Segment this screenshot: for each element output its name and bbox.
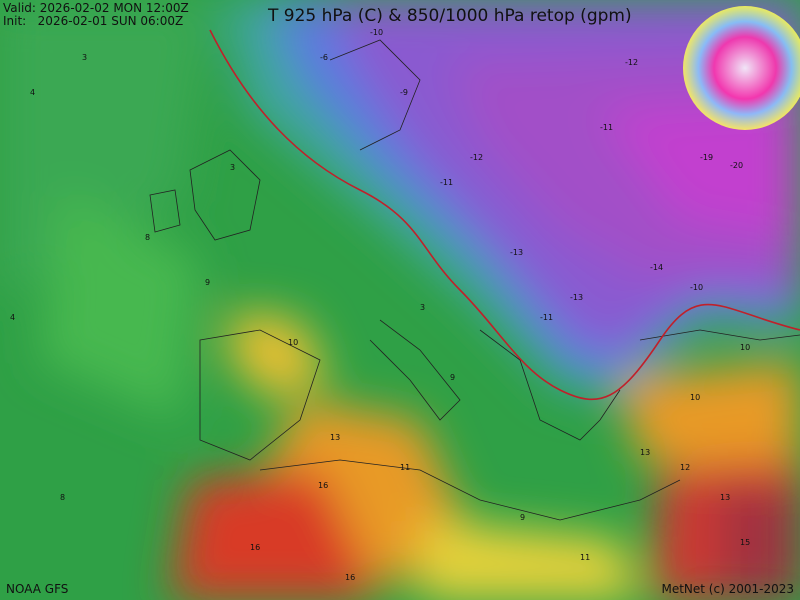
- temperature-label: -12: [470, 153, 483, 162]
- color-wheel: [683, 6, 800, 130]
- temperature-label: -10: [690, 283, 703, 292]
- temperature-label: -11: [440, 178, 453, 187]
- temperature-label: -19: [700, 153, 713, 162]
- temperature-label: 9: [450, 373, 455, 382]
- coastlines: [149, 39, 800, 521]
- temperature-label: 13: [720, 493, 730, 502]
- temperature-label: 10: [740, 343, 750, 352]
- temperature-label: 8: [145, 233, 150, 242]
- temperature-label: 4: [10, 313, 15, 322]
- temperature-label: 3: [82, 53, 87, 62]
- temperature-label: -10: [370, 28, 383, 37]
- source: NOAA GFS: [6, 582, 69, 596]
- temperature-label: 11: [400, 463, 410, 472]
- temperature-label: 15: [740, 538, 750, 547]
- credit: MetNet (c) 2001-2023: [661, 582, 794, 596]
- temperature-label: 9: [205, 278, 210, 287]
- temperature-label: 9: [520, 513, 525, 522]
- temperature-label: 11: [580, 553, 590, 562]
- temperature-label: -6: [320, 53, 328, 62]
- map-title: T 925 hPa (C) & 850/1000 hPa retop (gpm): [268, 6, 632, 26]
- temperature-label: -13: [510, 248, 523, 257]
- temperature-label: 8: [60, 493, 65, 502]
- temperature-label: 10: [690, 393, 700, 402]
- temperature-label: 3: [230, 163, 235, 172]
- temperature-label: -11: [540, 313, 553, 322]
- temperature-label: 3: [420, 303, 425, 312]
- temperature-label: -13: [570, 293, 583, 302]
- temperature-label: 4: [30, 88, 35, 97]
- temperature-label: 10: [288, 338, 298, 347]
- temperature-labels: 3 4 8 9 8 4 10 13 16 16 16 3 -6 -10 -9 -11 -12 -11 -12 -19 -…: [10, 28, 750, 582]
- freezing-line: [209, 29, 800, 401]
- temperature-label: 13: [330, 433, 340, 442]
- temperature-label: 16: [345, 573, 355, 582]
- temperature-label: -9: [400, 88, 408, 97]
- temperature-label: 12: [680, 463, 690, 472]
- temperature-label: -20: [730, 161, 743, 170]
- temperature-label: 16: [318, 481, 328, 490]
- temperature-label: 13: [640, 448, 650, 457]
- valid-time: Valid: 2026-02-02 MON 12:00Z: [3, 1, 189, 15]
- init-time: Init: 2026-02-01 SUN 06:00Z: [3, 14, 184, 28]
- temperature-label: 16: [250, 543, 260, 552]
- temperature-label: -12: [625, 58, 638, 67]
- temperature-label: -14: [650, 263, 663, 272]
- temperature-label: -11: [600, 123, 613, 132]
